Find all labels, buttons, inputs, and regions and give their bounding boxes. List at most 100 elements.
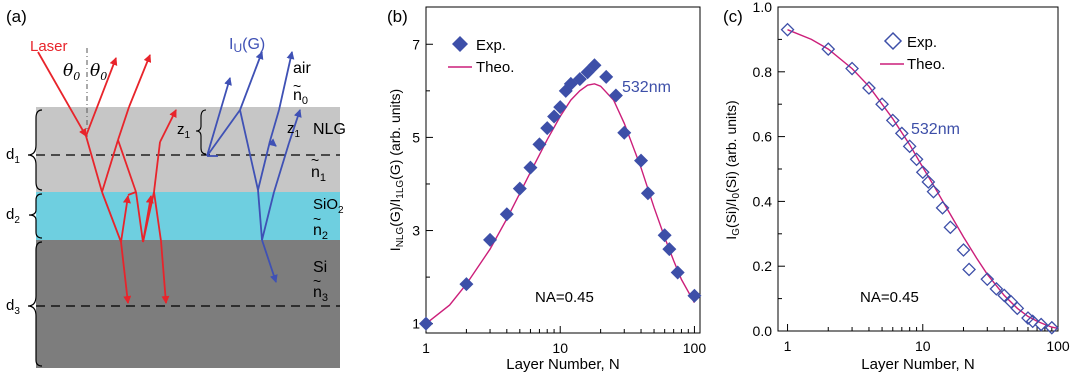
data-point (563, 76, 578, 91)
data-point (921, 175, 936, 189)
n3-tilde: ~ (313, 273, 321, 289)
data-point (862, 81, 876, 95)
y-tick-label: 0.8 (753, 64, 773, 80)
data-point (547, 109, 562, 124)
data-point (962, 262, 976, 277)
data-point (935, 200, 950, 215)
n3-label: n3 (313, 284, 328, 304)
n0-tilde: ~ (293, 78, 301, 94)
sio2-label: SiO2 (313, 196, 344, 216)
panel-c-chart: (c) 1 10 100 0.0 0.2 0.4 0.6 0.8 1.0 Layer Numb… (723, 0, 1070, 373)
data-point (599, 69, 614, 84)
y-tick-label: 3 (412, 223, 420, 239)
theory-line (787, 29, 1059, 330)
x-tick-label: 1 (784, 338, 792, 354)
data-point (512, 181, 527, 196)
brace-d1 (27, 109, 43, 191)
experimental-points (419, 58, 702, 331)
brace-z1 (195, 109, 207, 155)
data-point (997, 288, 1012, 303)
y-tick-label: 0.6 (753, 129, 773, 145)
experimental-points (780, 22, 1059, 335)
data-point (902, 139, 917, 154)
panel-a-label: (a) (6, 7, 27, 26)
data-point (885, 113, 900, 128)
data-point (483, 232, 498, 247)
panel-b-label: (b) (387, 7, 408, 26)
data-point (634, 153, 649, 168)
laser-rays (37, 51, 177, 304)
x-ticks: 1 10 100 (784, 324, 1070, 354)
sio2-layer (36, 192, 340, 240)
y-tick-label: 5 (412, 129, 420, 145)
x-axis-title: Layer Number, N (506, 356, 619, 373)
y-axis-title: IG(Si)/I0(Si) (arb. units) (723, 100, 742, 239)
data-point (821, 42, 836, 57)
legend-theo-label: Theo. (907, 56, 945, 73)
data-point (845, 61, 859, 76)
data-point (459, 277, 474, 292)
data-point (670, 265, 685, 280)
z1-brace-label: z1 (177, 121, 191, 141)
n0-label: n0 (293, 87, 308, 107)
brace-d2 (28, 193, 43, 239)
d2-label: d2 (6, 206, 20, 226)
data-point (926, 184, 941, 199)
legend-exp-marker (452, 36, 468, 52)
x-tick-label: 10 (915, 338, 931, 354)
n1-label: n1 (311, 164, 326, 184)
y-tick-label: 1.0 (753, 0, 773, 15)
theory-curve (787, 29, 1059, 330)
x-tick-label: 100 (1046, 338, 1070, 354)
x-tick-label: 1 (422, 340, 430, 356)
legend-theo-label: Theo. (476, 59, 514, 76)
data-point (1044, 320, 1059, 335)
legend: Exp. Theo. (448, 36, 514, 76)
theory-curve (425, 83, 696, 325)
si-label: Si (313, 259, 327, 276)
data-point (617, 125, 632, 140)
data-point (989, 281, 1004, 296)
n2-tilde: ~ (313, 211, 321, 227)
data-point (780, 22, 795, 37)
y-tick-label: 1 (412, 316, 420, 332)
y-axis-title: INLG(G)/I1LG(G) (arb. units) (387, 89, 406, 251)
x-axis-title: Layer Number, N (861, 356, 974, 373)
data-point (587, 58, 602, 73)
data-point (657, 228, 672, 243)
na-annotation: NA=0.45 (860, 289, 919, 306)
panel-a-schematic: (a) (6, 7, 346, 368)
data-point (553, 100, 568, 115)
brace-d3 (27, 241, 43, 367)
y-tick-label: 0.0 (753, 323, 773, 339)
y-tick-label: 7 (412, 36, 420, 52)
data-point (980, 272, 995, 287)
air-label: air (293, 60, 311, 77)
panel-c-label: (c) (723, 7, 743, 26)
d1-label: d1 (6, 146, 20, 166)
legend-exp-label: Exp. (476, 37, 506, 54)
raman-rays (206, 51, 302, 283)
data-point (687, 288, 702, 303)
d3-label: d3 (6, 297, 20, 317)
y-tick-label: 0.4 (753, 193, 773, 209)
data-point (523, 160, 538, 175)
laser-label: Laser (30, 38, 68, 55)
n1-tilde: ~ (311, 152, 319, 168)
x-tick-label: 100 (683, 340, 707, 356)
y-tick-label: 0.2 (753, 258, 773, 274)
theory-line (425, 83, 696, 325)
data-point (640, 186, 655, 201)
data-point (540, 121, 555, 136)
data-point (909, 152, 924, 167)
na-annotation: NA=0.45 (535, 289, 594, 306)
theta-right-label: θ0 (90, 61, 107, 83)
panel-b-chart: (b) 1 10 100 1 3 5 7 Layer Number, N INLG(G)/… (387, 6, 707, 373)
data-point (1025, 314, 1040, 329)
x-tick-label: 10 (552, 340, 568, 356)
data-point (894, 126, 909, 141)
data-point (956, 243, 971, 257)
data-point (662, 242, 677, 257)
plot-frame (425, 6, 701, 334)
y-ticks: 1 3 5 7 (412, 36, 433, 332)
